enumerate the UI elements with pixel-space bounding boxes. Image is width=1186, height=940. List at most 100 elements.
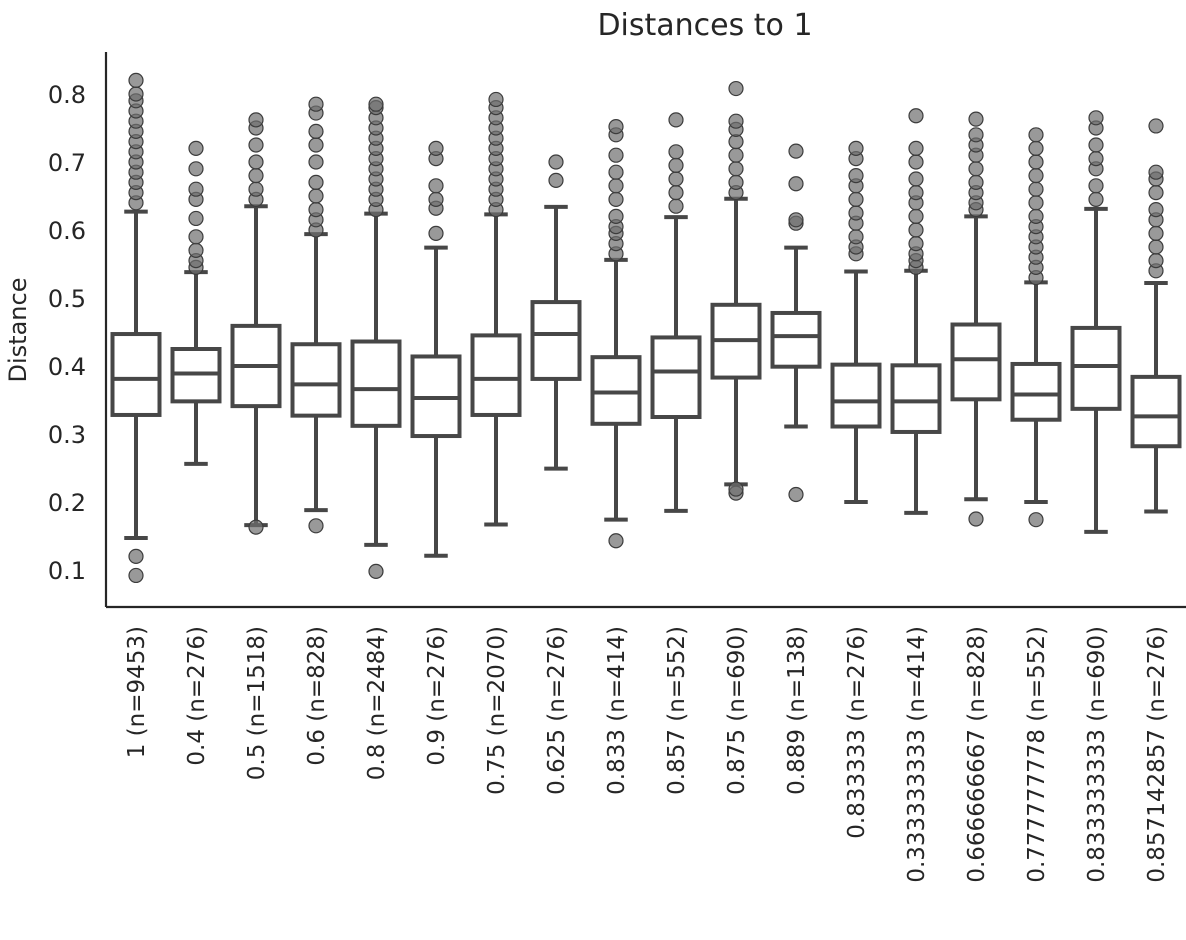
outlier-point [368, 563, 384, 579]
outlier-point [1148, 164, 1164, 180]
y-tick-label: 0.8 [48, 81, 86, 109]
outlier-point [908, 140, 924, 156]
outlier-point [788, 176, 804, 192]
outlier-point [908, 171, 924, 187]
y-tick-label: 0.1 [48, 557, 86, 585]
box-12 [770, 143, 822, 503]
box-iqr [650, 335, 702, 419]
box-14 [890, 108, 942, 515]
box-iqr [830, 362, 882, 429]
outlier-point [308, 96, 324, 112]
outlier-point [908, 108, 924, 124]
outlier-point [728, 113, 744, 129]
x-tick-label: 0.8 (n=2484) [364, 626, 390, 780]
x-tick-label: 0.75 (n=2070) [484, 626, 510, 795]
outlier-point [1028, 140, 1044, 156]
y-tick-label: 0.4 [48, 353, 86, 381]
x-tick-label: 0.777777778 (n=552) [1024, 626, 1050, 883]
x-tick-label: 1 (n=9453) [124, 626, 150, 758]
outlier-point [248, 112, 264, 128]
outlier-point [308, 518, 324, 534]
box-iqr [770, 310, 822, 369]
outlier-point [248, 519, 264, 535]
outlier-point [428, 178, 444, 194]
outlier-point [1028, 195, 1044, 211]
box-3 [230, 112, 282, 535]
outlier-point [188, 229, 204, 245]
outlier-point [668, 144, 684, 160]
x-tick-label: 0.666666667 (n=828) [964, 626, 990, 883]
outlier-point [968, 174, 984, 190]
box-11 [710, 80, 762, 501]
outlier-point [188, 242, 204, 258]
outlier-point [668, 171, 684, 187]
outlier-point [308, 188, 324, 204]
box-4 [290, 96, 342, 534]
box-iqr [470, 333, 522, 417]
x-tick-label: 0.6 (n=828) [304, 626, 330, 766]
outlier-point [1088, 151, 1104, 167]
outlier-point [1088, 178, 1104, 194]
outlier-point [608, 178, 624, 194]
outlier-point [788, 212, 804, 228]
outlier-point [1028, 127, 1044, 143]
box-iqr [950, 322, 1002, 402]
outlier-point [968, 127, 984, 143]
box-iqr [110, 332, 162, 417]
outlier-point [248, 154, 264, 170]
outlier-point [608, 191, 624, 207]
y-tick-label: 0.7 [48, 149, 86, 177]
x-tick-label: 0.875 (n=690) [724, 626, 750, 795]
outlier-point [248, 181, 264, 197]
outlier-point [1148, 118, 1164, 134]
category-labels: 1 (n=9453) 0.4 (n=276) 0.5 (n=1518) 0.6 (n=… [124, 626, 1170, 883]
outlier-point [428, 191, 444, 207]
x-tick-label: 0.889 (n=138) [784, 626, 810, 795]
box-9 [590, 119, 642, 549]
outlier-point [848, 191, 864, 207]
outlier-point [248, 137, 264, 153]
x-tick-label: 0.833 (n=414) [604, 626, 630, 795]
box-18 [1130, 118, 1182, 514]
outlier-point [848, 168, 864, 184]
x-tick-label: 0.4 (n=276) [184, 626, 210, 766]
box-iqr [890, 363, 942, 434]
outlier-point [308, 174, 324, 190]
outlier-point [608, 147, 624, 163]
outlier-point [908, 185, 924, 201]
y-tick-labels: 0.1 0.2 0.3 0.4 0.5 0.6 0.7 0.8 [48, 81, 86, 585]
outlier-point [1028, 512, 1044, 528]
box-iqr [1130, 374, 1182, 449]
outlier-point [908, 208, 924, 224]
box-iqr [350, 339, 402, 428]
y-tick-label: 0.6 [48, 217, 86, 245]
box-iqr [290, 342, 342, 418]
outlier-point [1148, 253, 1164, 269]
outlier-point [188, 161, 204, 177]
outlier-point [968, 111, 984, 127]
outlier-point [908, 154, 924, 170]
outlier-point [728, 80, 744, 97]
box-iqr [1010, 361, 1062, 422]
box-2 [170, 140, 222, 466]
outlier-point [188, 210, 204, 227]
outlier-point [608, 164, 624, 180]
outlier-point [608, 119, 624, 135]
chart-title: Distances to 1 [597, 8, 812, 43]
outlier-point [848, 229, 864, 245]
y-tick-label: 0.3 [48, 421, 86, 449]
box-6 [410, 140, 462, 558]
outlier-point [728, 147, 744, 163]
x-tick-label: 0.833333 (n=276) [844, 626, 870, 839]
box-10 [650, 112, 702, 513]
outlier-point [308, 137, 324, 153]
x-tick-label: 0.625 (n=276) [544, 626, 570, 795]
box-5 [350, 96, 402, 579]
box-8 [530, 154, 582, 471]
outlier-point [728, 481, 744, 497]
outlier-point [728, 161, 744, 177]
outlier-point [1088, 137, 1104, 153]
outlier-point [848, 205, 864, 221]
outlier-point [668, 185, 684, 201]
outlier-point [1148, 202, 1164, 218]
